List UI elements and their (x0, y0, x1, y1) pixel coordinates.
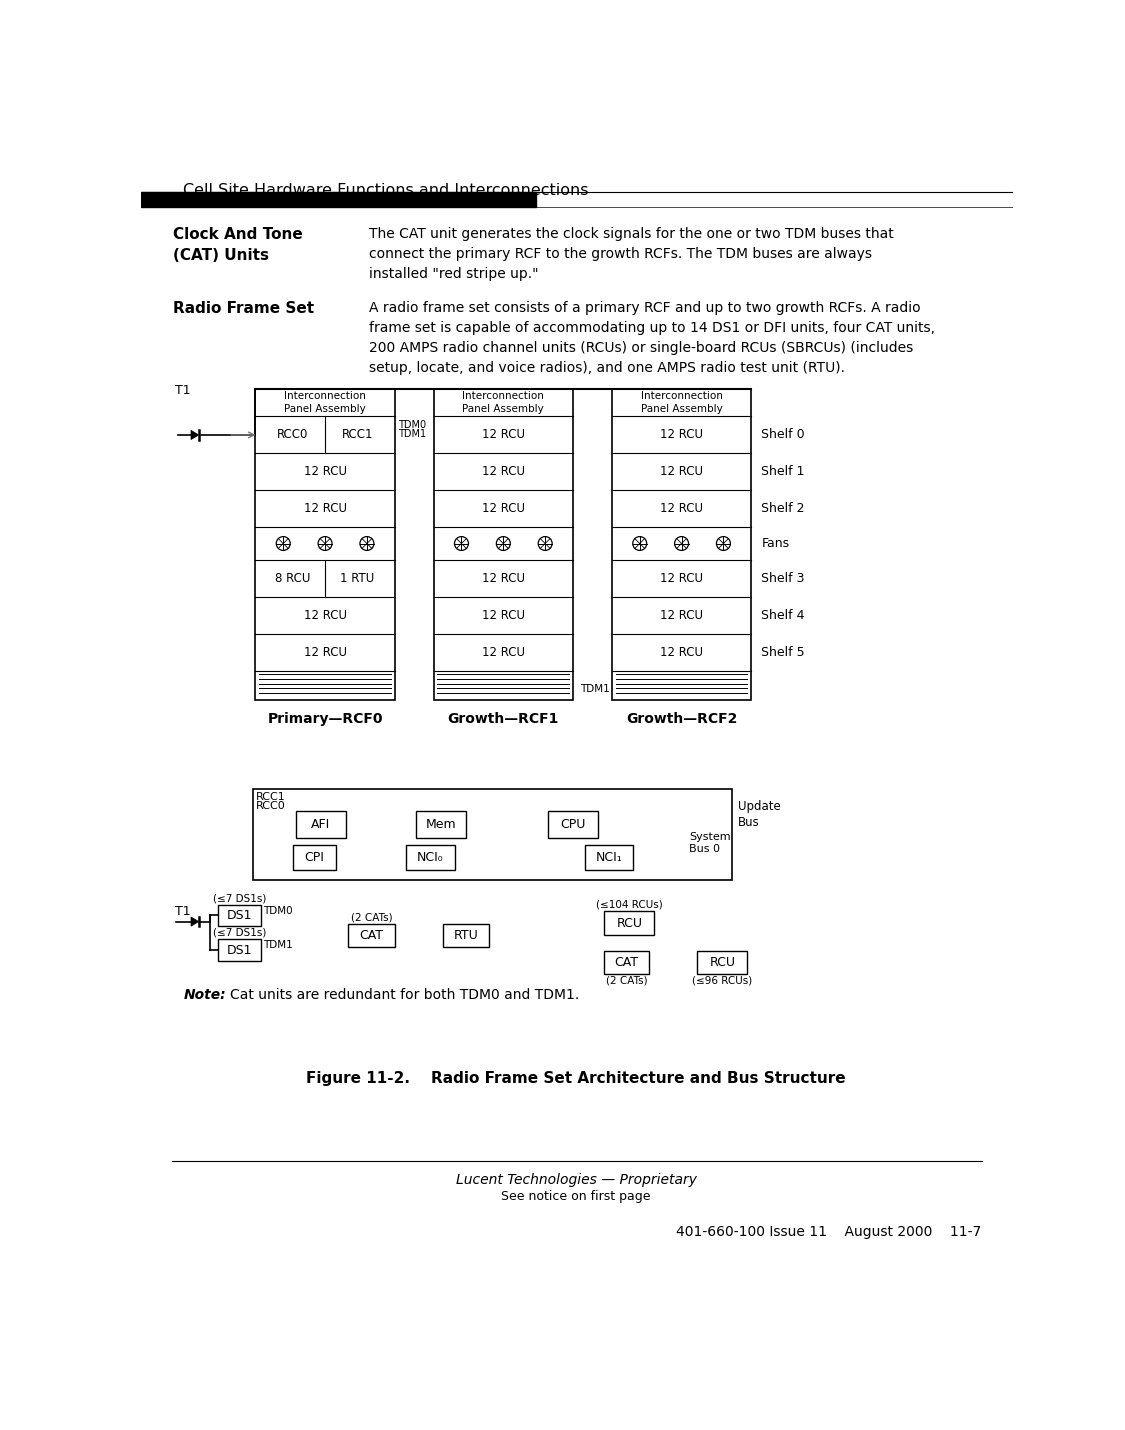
Text: TDM0: TDM0 (263, 905, 292, 915)
Text: System
Bus 0: System Bus 0 (690, 832, 731, 854)
Bar (585, 845, 632, 869)
Text: 12 RCU: 12 RCU (660, 465, 703, 479)
Text: Fans: Fans (762, 538, 790, 551)
Text: 12 RCU: 12 RCU (660, 429, 703, 442)
Bar (406, 845, 455, 869)
Bar (349, 924, 395, 947)
Text: CAT: CAT (614, 955, 639, 970)
Text: 12 RCU: 12 RCU (482, 645, 525, 659)
Bar (255, 389, 395, 699)
Text: RCC1: RCC1 (256, 792, 286, 802)
Bar (296, 811, 346, 838)
Text: Mem: Mem (425, 818, 457, 831)
Text: Shelf 0: Shelf 0 (762, 429, 805, 442)
Text: Shelf 5: Shelf 5 (762, 645, 805, 659)
Polygon shape (191, 917, 199, 927)
Text: (≤7 DS1s): (≤7 DS1s) (213, 894, 267, 904)
Text: Update
Bus: Update Bus (738, 799, 781, 829)
Bar (218, 905, 261, 927)
Text: Growth—RCF2: Growth—RCF2 (626, 712, 737, 726)
Bar (698, 951, 747, 974)
Text: 12 RCU: 12 RCU (660, 572, 703, 585)
Bar (433, 389, 573, 699)
Text: DS1: DS1 (227, 944, 252, 957)
Text: The CAT unit generates the clock signals for the one or two TDM buses that
conne: The CAT unit generates the clock signals… (369, 227, 894, 282)
Text: TDM0: TDM0 (398, 419, 426, 429)
Text: NCI₁: NCI₁ (595, 851, 622, 864)
Text: (≤96 RCUs): (≤96 RCUs) (692, 975, 753, 985)
Text: See notice on first page: See notice on first page (502, 1190, 651, 1203)
Text: Interconnection
Panel Assembly: Interconnection Panel Assembly (640, 392, 722, 413)
Text: (2 CATs): (2 CATs) (605, 975, 647, 985)
Bar (253, 789, 732, 879)
Text: Figure 11-2.    Radio Frame Set Architecture and Bus Structure: Figure 11-2. Radio Frame Set Architectur… (306, 1071, 846, 1085)
Text: AFI: AFI (312, 818, 331, 831)
Text: 12 RCU: 12 RCU (304, 609, 346, 622)
Text: T1: T1 (176, 905, 191, 918)
Text: 12 RCU: 12 RCU (304, 502, 346, 515)
Text: Shelf 2: Shelf 2 (762, 502, 804, 515)
Text: Primary—RCF0: Primary—RCF0 (268, 712, 383, 726)
Text: CAT: CAT (360, 930, 384, 942)
Text: 12 RCU: 12 RCU (660, 502, 703, 515)
Text: Lucent Technologies — Proprietary: Lucent Technologies — Proprietary (456, 1173, 696, 1187)
Text: CPU: CPU (560, 818, 585, 831)
Text: TDM1: TDM1 (263, 941, 292, 951)
Bar (612, 389, 752, 699)
Bar (294, 845, 336, 869)
Text: Cell Site Hardware Functions and Interconnections: Cell Site Hardware Functions and Interco… (183, 183, 588, 199)
Bar (548, 811, 597, 838)
Text: RCC1: RCC1 (341, 429, 372, 442)
Text: NCI₀: NCI₀ (417, 851, 443, 864)
Text: 12 RCU: 12 RCU (482, 502, 525, 515)
Text: Shelf 4: Shelf 4 (762, 609, 804, 622)
Text: Growth—RCF1: Growth—RCF1 (448, 712, 559, 726)
Text: RCC0: RCC0 (256, 801, 286, 811)
Text: TDM1: TDM1 (398, 429, 426, 439)
Text: 12 RCU: 12 RCU (304, 465, 346, 479)
Text: CPI: CPI (305, 851, 324, 864)
Text: Radio Frame Set: Radio Frame Set (173, 300, 314, 316)
Text: 12 RCU: 12 RCU (660, 609, 703, 622)
Bar (604, 911, 655, 935)
Text: 12 RCU: 12 RCU (482, 609, 525, 622)
Text: TDM1: TDM1 (579, 684, 610, 694)
Bar (141, 192, 536, 207)
Text: 12 RCU: 12 RCU (482, 465, 525, 479)
Text: 12 RCU: 12 RCU (660, 645, 703, 659)
Text: Shelf 3: Shelf 3 (762, 572, 804, 585)
Text: 12 RCU: 12 RCU (304, 645, 346, 659)
Text: Interconnection
Panel Assembly: Interconnection Panel Assembly (285, 392, 366, 413)
Text: 1 RTU: 1 RTU (340, 572, 375, 585)
Text: DS1: DS1 (227, 909, 252, 922)
Text: Shelf 1: Shelf 1 (762, 465, 804, 479)
Text: 12 RCU: 12 RCU (482, 572, 525, 585)
Text: (≤104 RCUs): (≤104 RCUs) (596, 899, 663, 909)
Bar (218, 940, 261, 961)
Text: Cat units are redundant for both TDM0 and TDM1.: Cat units are redundant for both TDM0 an… (229, 988, 579, 1002)
Text: Interconnection
Panel Assembly: Interconnection Panel Assembly (462, 392, 544, 413)
Text: 8 RCU: 8 RCU (276, 572, 310, 585)
Text: Note:: Note: (184, 988, 226, 1002)
Text: 401-660-100 Issue 11    August 2000    11-7: 401-660-100 Issue 11 August 2000 11-7 (676, 1226, 981, 1238)
Text: (≤7 DS1s): (≤7 DS1s) (213, 928, 267, 938)
Bar (416, 811, 466, 838)
Bar (443, 924, 489, 947)
Text: RCU: RCU (616, 917, 642, 930)
Text: 12 RCU: 12 RCU (482, 429, 525, 442)
Text: (2 CATs): (2 CATs) (351, 912, 393, 922)
Text: T1: T1 (176, 385, 191, 398)
Text: Clock And Tone
(CAT) Units: Clock And Tone (CAT) Units (173, 227, 303, 263)
Polygon shape (191, 430, 199, 439)
Text: RCU: RCU (709, 955, 736, 970)
Bar (604, 951, 649, 974)
Text: A radio frame set consists of a primary RCF and up to two growth RCFs. A radio
f: A radio frame set consists of a primary … (369, 300, 935, 375)
Text: RCC0: RCC0 (277, 429, 308, 442)
Text: RTU: RTU (453, 930, 478, 942)
